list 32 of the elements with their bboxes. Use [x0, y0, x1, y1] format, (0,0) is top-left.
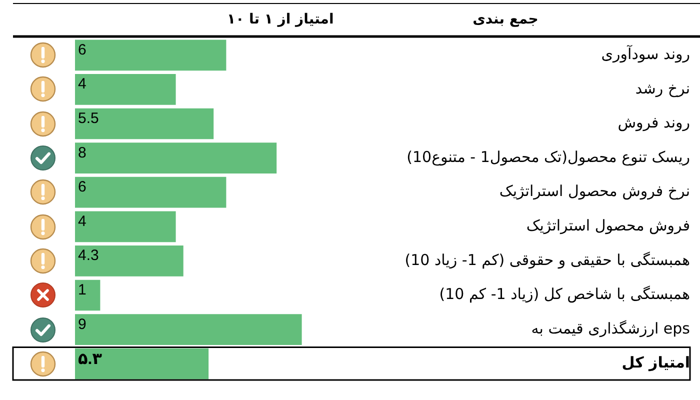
bar [75, 108, 214, 140]
bar [75, 142, 277, 174]
data-label: 9 [78, 316, 86, 333]
y-tick-label: روند فروش [618, 114, 690, 132]
bar [75, 40, 226, 71]
bar [75, 74, 176, 105]
data-label: ۵.۳ [78, 350, 102, 368]
bar [75, 314, 302, 345]
bar [75, 348, 209, 380]
y-axis-title: جمع بندی [472, 12, 538, 28]
data-label: 4 [78, 76, 86, 93]
y-tick-label: ریسک تنوع محصول(تک محصول1 - متنوع10) [406, 148, 690, 166]
data-label: 5.5 [78, 110, 99, 127]
y-tick-label: نرخ رشد [635, 79, 690, 98]
x-axis-title: امتیاز از ۱ تا ۱۰ [227, 12, 334, 28]
data-label: 6 [78, 178, 86, 196]
bar [75, 176, 226, 208]
y-tick-label: همبستگی با شاخص کل (زیاد 1- کم 10) [439, 285, 690, 304]
data-label: 4.3 [78, 247, 99, 264]
bar [75, 211, 176, 242]
y-tick-label: روند سودآوری [601, 44, 690, 64]
y-tick-label: نرخ فروش محصول استراتژیک [499, 182, 690, 200]
data-label: 6 [78, 41, 86, 58]
y-tick-label: امتیاز کل [622, 354, 690, 372]
data-label: 4 [78, 212, 86, 230]
y-tick-label: فروش محصول استراتژیک [526, 216, 690, 235]
data-label: 1 [78, 281, 86, 298]
bar [75, 246, 184, 276]
y-tick-label: همبستگی با حقیقی و حقوقی (کم 1- زیاد 10) [404, 250, 690, 269]
bar [75, 280, 100, 311]
y-tick-label: ارزشگذاری قیمت به eps [531, 319, 690, 338]
data-label: 8 [78, 144, 86, 162]
